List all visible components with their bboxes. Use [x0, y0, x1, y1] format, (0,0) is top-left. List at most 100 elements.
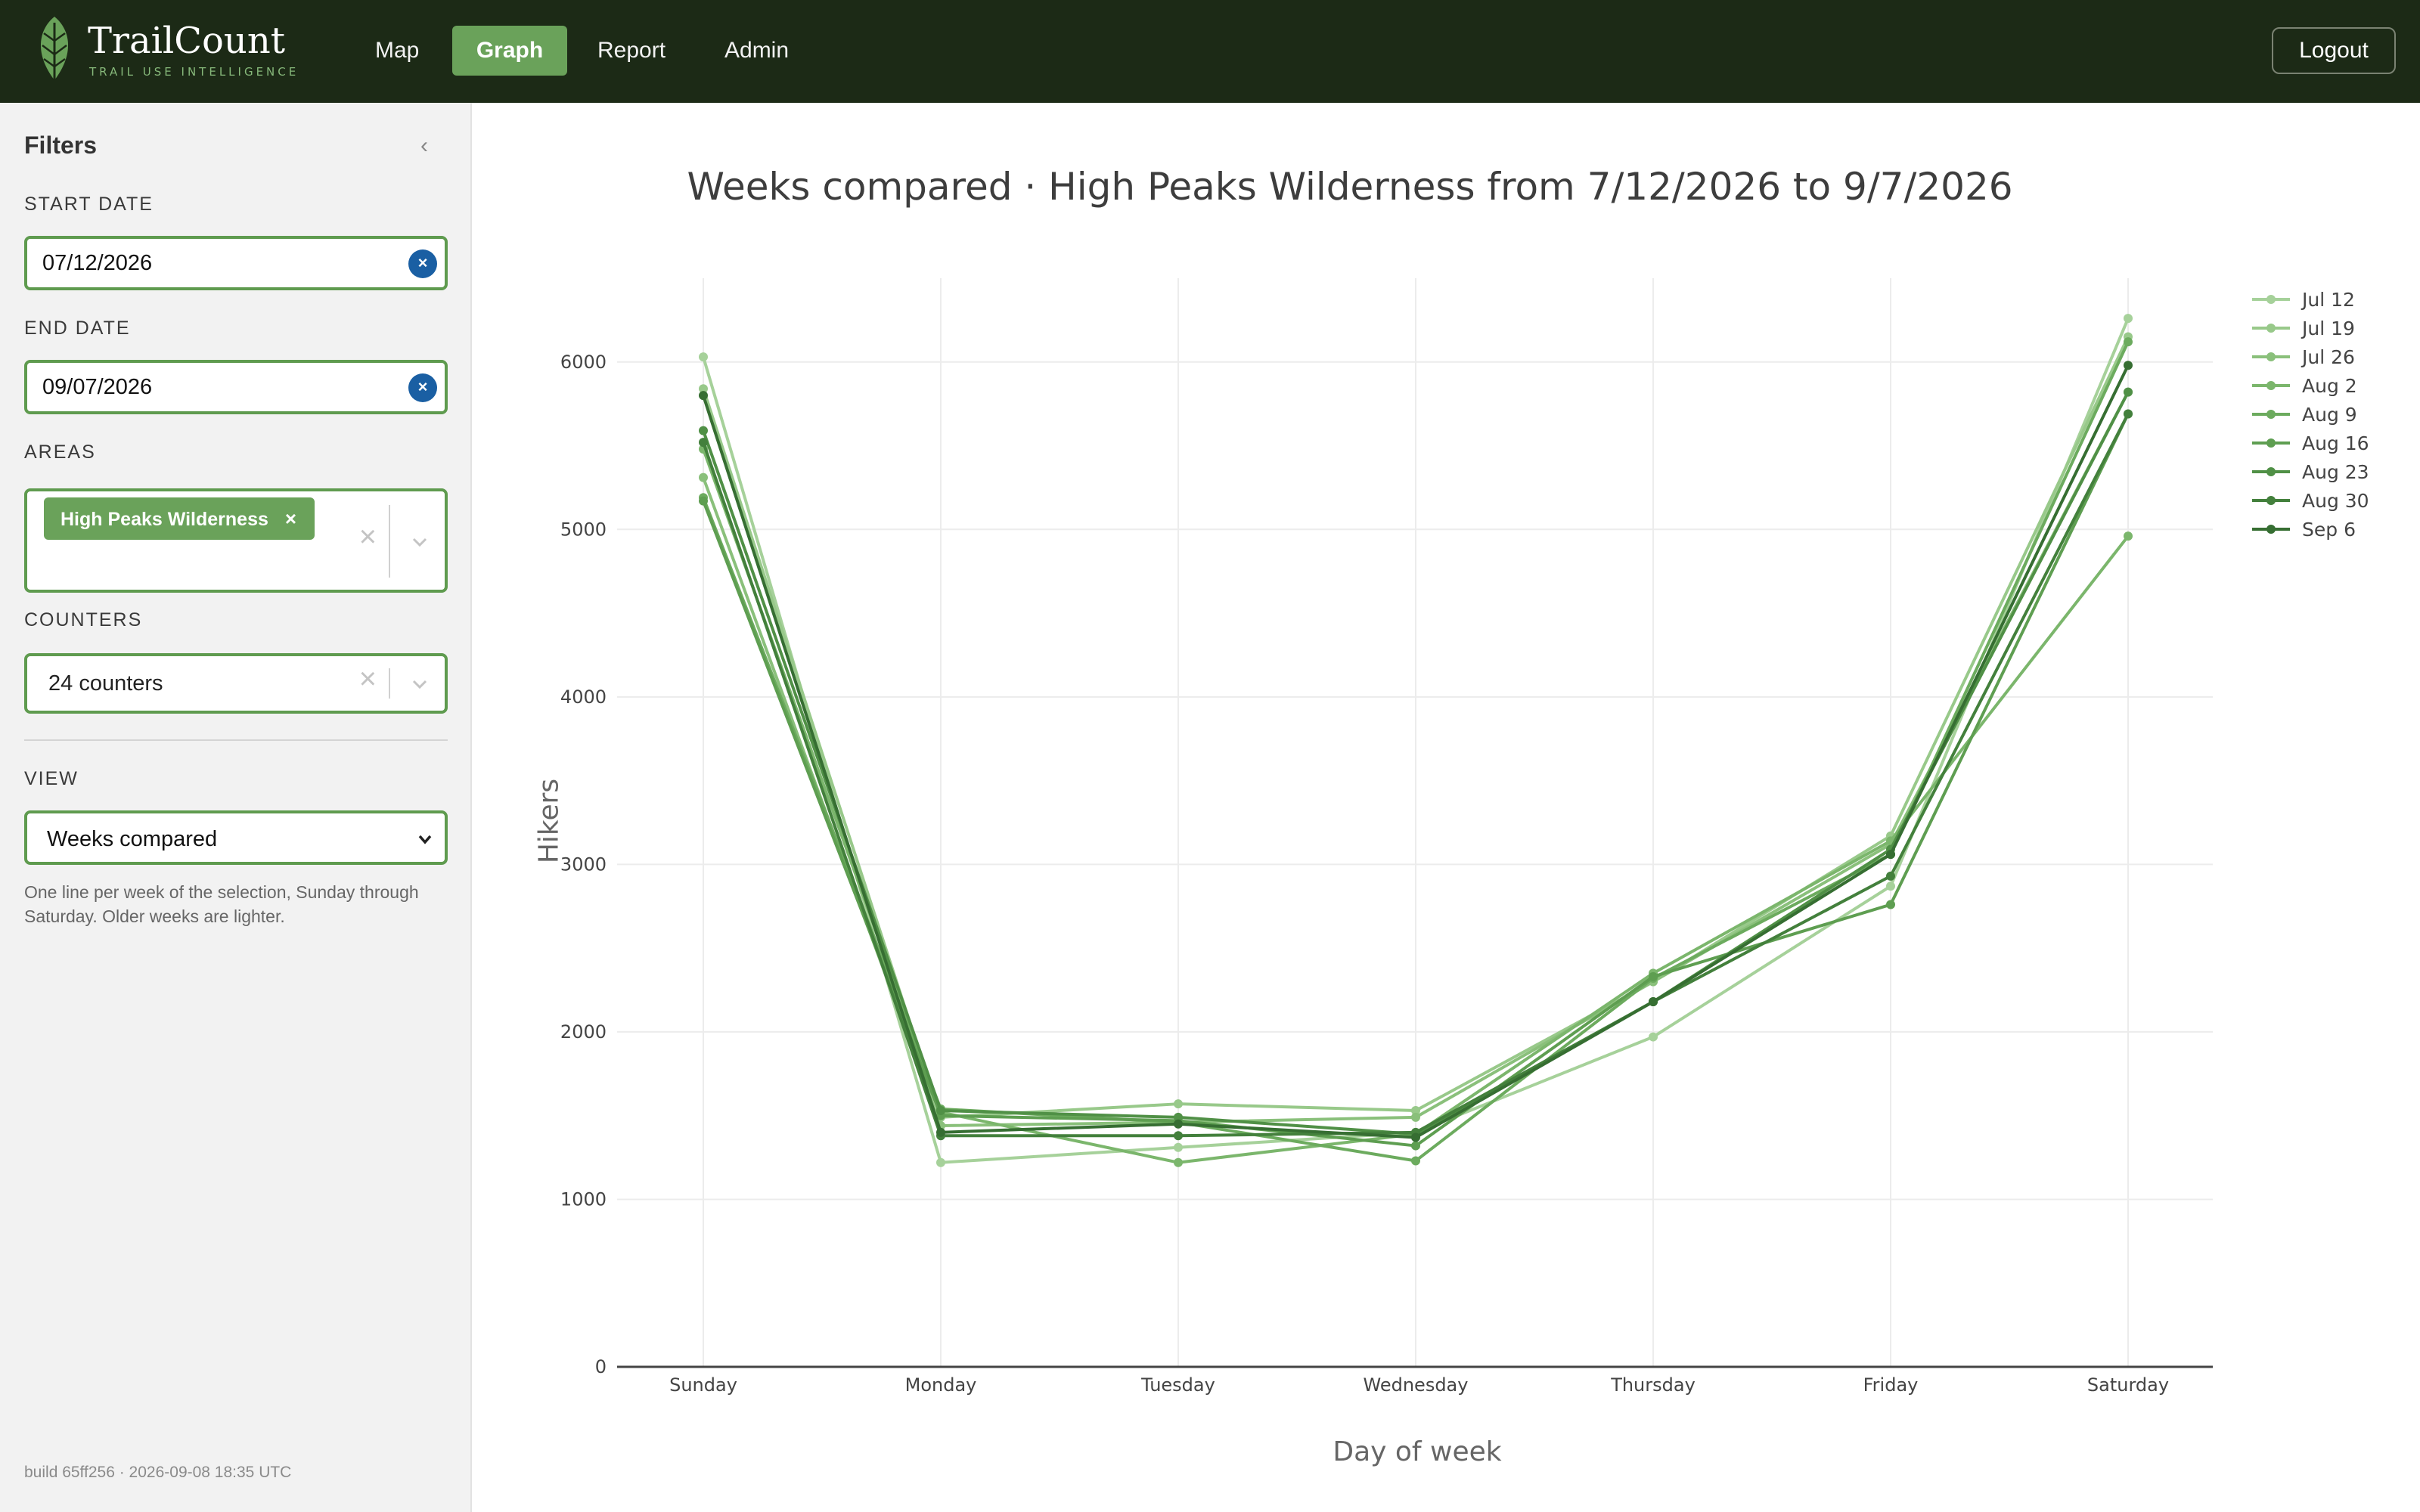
legend-label[interactable]: Sep 6: [2302, 519, 2356, 541]
data-point[interactable]: [699, 426, 708, 435]
data-point[interactable]: [1649, 971, 1658, 981]
legend-marker[interactable]: [2266, 324, 2276, 333]
start-date-field[interactable]: 07/12/2026 ×: [24, 236, 448, 290]
data-point[interactable]: [699, 438, 708, 448]
y-tick-label: 2000: [560, 1021, 607, 1043]
data-point[interactable]: [936, 1127, 945, 1137]
legend-marker[interactable]: [2266, 467, 2276, 476]
top-navigation-bar: TrailCount TRAIL USE INTELLIGENCE Map Gr…: [0, 0, 2420, 103]
counters-select[interactable]: 24 counters ×: [24, 653, 448, 714]
select-divider: [389, 668, 390, 699]
remove-area-close-icon[interactable]: ×: [284, 507, 297, 530]
data-point[interactable]: [2124, 314, 2133, 324]
legend-label[interactable]: Jul 12: [2301, 289, 2355, 311]
clear-counters-close-icon[interactable]: ×: [358, 662, 377, 696]
x-tick-label: Saturday: [2087, 1374, 2169, 1396]
y-tick-label: 5000: [560, 519, 607, 540]
view-label: VIEW: [24, 768, 79, 789]
x-axis-title: Day of week: [1333, 1436, 1502, 1467]
clear-start-date-icon[interactable]: ×: [408, 249, 437, 278]
data-point[interactable]: [2124, 337, 2133, 347]
legend-marker[interactable]: [2266, 525, 2276, 534]
y-tick-label: 6000: [560, 352, 607, 373]
data-point[interactable]: [1886, 871, 1895, 881]
data-point[interactable]: [1411, 1106, 1420, 1116]
data-point[interactable]: [699, 472, 708, 482]
legend-label[interactable]: Aug 30: [2302, 490, 2369, 512]
chevron-down-icon[interactable]: [410, 674, 430, 694]
y-axis-title: Hikers: [533, 778, 565, 864]
select-divider: [389, 505, 390, 578]
filters-sidebar: Filters ‹ START DATE 07/12/2026 × END DA…: [0, 103, 472, 1512]
data-point[interactable]: [1886, 900, 1895, 909]
clear-end-date-icon[interactable]: ×: [408, 373, 437, 402]
nav-graph-link[interactable]: Graph: [452, 26, 567, 76]
start-date-value[interactable]: 07/12/2026: [42, 251, 153, 275]
x-tick-label: Thursday: [1610, 1374, 1696, 1396]
data-point[interactable]: [1649, 1032, 1658, 1042]
y-tick-label: 4000: [560, 686, 607, 708]
data-point[interactable]: [1174, 1142, 1183, 1152]
data-point[interactable]: [1411, 1156, 1420, 1166]
end-date-label: END DATE: [24, 318, 131, 339]
view-select[interactable]: Weeks compared: [24, 810, 448, 865]
legend-marker[interactable]: [2266, 410, 2276, 419]
legend-label[interactable]: Jul 19: [2301, 318, 2355, 339]
data-point[interactable]: [699, 391, 708, 401]
data-point[interactable]: [699, 352, 708, 362]
y-tick-label: 3000: [560, 854, 607, 875]
end-date-value[interactable]: 09/07/2026: [42, 375, 153, 399]
weeks-compared-chart[interactable]: 0 1000 2000 3000 4000 5000 6000 Sunday Monday Tue…: [473, 103, 2420, 1512]
nav-report-link[interactable]: Report: [597, 38, 666, 63]
legend-marker[interactable]: [2266, 438, 2276, 448]
data-point[interactable]: [2124, 409, 2133, 419]
data-point[interactable]: [1174, 1157, 1183, 1167]
data-point[interactable]: [1886, 881, 1895, 891]
start-date-label: START DATE: [24, 194, 154, 215]
data-point[interactable]: [1174, 1099, 1183, 1109]
legend-marker[interactable]: [2266, 381, 2276, 390]
data-point[interactable]: [936, 1157, 945, 1167]
area-chip-label: High Peaks Wilderness: [60, 509, 268, 530]
legend-label[interactable]: Aug 2: [2302, 375, 2357, 397]
data-point[interactable]: [2124, 387, 2133, 397]
legend-marker[interactable]: [2266, 352, 2276, 361]
data-point[interactable]: [936, 1106, 945, 1116]
data-point[interactable]: [2124, 361, 2133, 370]
data-point[interactable]: [699, 384, 708, 394]
legend-marker[interactable]: [2266, 496, 2276, 505]
clear-areas-close-icon[interactable]: ×: [358, 520, 377, 553]
data-point[interactable]: [1174, 1119, 1183, 1129]
nav-map-link[interactable]: Map: [375, 38, 420, 63]
data-point[interactable]: [699, 496, 708, 506]
legend-label[interactable]: Aug 9: [2302, 404, 2357, 426]
legend-label[interactable]: Aug 16: [2302, 432, 2369, 454]
x-tick-label: Monday: [905, 1374, 977, 1396]
x-tick-label: Wednesday: [1364, 1374, 1469, 1396]
leaf-icon[interactable]: [35, 15, 74, 82]
area-chip[interactable]: High Peaks Wilderness ×: [44, 497, 315, 540]
areas-multiselect[interactable]: High Peaks Wilderness × ×: [24, 488, 448, 593]
logout-button[interactable]: Logout: [2272, 27, 2396, 74]
filters-heading: Filters: [24, 132, 98, 159]
data-point[interactable]: [1411, 1112, 1420, 1122]
data-point[interactable]: [1411, 1141, 1420, 1151]
y-tick-label: 1000: [560, 1188, 607, 1210]
nav-admin-link[interactable]: Admin: [724, 38, 790, 63]
data-point[interactable]: [2124, 531, 2133, 541]
chevron-down-icon[interactable]: [416, 830, 434, 848]
brand-tagline: TRAIL USE INTELLIGENCE: [89, 65, 299, 79]
data-point[interactable]: [1174, 1112, 1183, 1122]
data-point[interactable]: [1174, 1131, 1183, 1141]
data-point[interactable]: [1411, 1132, 1420, 1142]
legend-marker[interactable]: [2266, 295, 2276, 304]
legend-label[interactable]: Jul 26: [2301, 346, 2355, 368]
data-point[interactable]: [1886, 850, 1895, 860]
chevron-left-icon[interactable]: ‹: [420, 133, 428, 158]
chevron-down-icon[interactable]: [410, 532, 430, 552]
legend-label[interactable]: Aug 23: [2302, 461, 2369, 483]
data-point[interactable]: [1649, 997, 1658, 1007]
chart-title: Weeks compared · High Peaks Wilderness f…: [687, 165, 2013, 209]
brand-name[interactable]: TrailCount: [88, 20, 286, 62]
end-date-field[interactable]: 09/07/2026 ×: [24, 360, 448, 414]
